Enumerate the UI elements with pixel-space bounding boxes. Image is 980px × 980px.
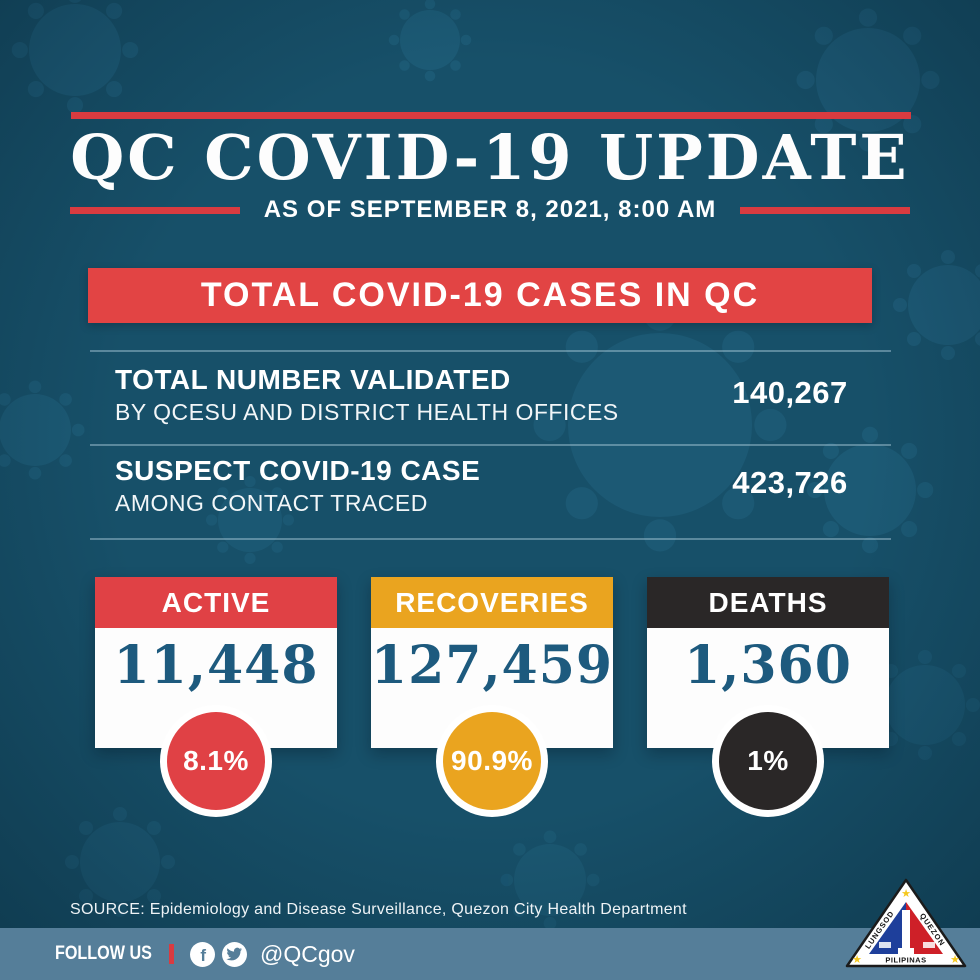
date-row: AS OF SEPTEMBER 8, 2021, 8:00 AM — [0, 196, 980, 224]
stat-card-label: RECOVERIES — [395, 586, 589, 618]
stat-card-header: RECOVERIES — [371, 577, 613, 628]
percent-value: 1% — [747, 745, 789, 776]
stat-card-value: 127,459 — [370, 635, 614, 696]
date-left-rule — [69, 206, 240, 214]
seal-text-pilipinas: PILIPINAS — [885, 956, 926, 965]
seal-star-top: ★ — [901, 888, 911, 900]
percent-badge: 90.9% — [436, 705, 548, 817]
stat-card-body: 11,448 — [95, 628, 337, 748]
stat-card-label: DEATHS — [708, 586, 828, 618]
top-red-rule — [71, 112, 911, 119]
stat-card-value: 1,360 — [684, 635, 852, 696]
banner-label: TOTAL COVID-19 CASES IN QC — [200, 276, 760, 314]
percent-value: 90.9% — [451, 745, 533, 776]
divider — [90, 538, 891, 540]
stat-card-header: ACTIVE — [95, 577, 337, 628]
footer-band: FOLLOW US f @QCgov — [0, 928, 980, 980]
percent-circle: 1% — [719, 712, 817, 810]
summary-row-title: TOTAL NUMBER VALIDATED — [115, 364, 511, 395]
percent-circle: 8.1% — [167, 712, 265, 810]
facebook-icon: f — [189, 941, 215, 967]
summary-row-title: SUSPECT COVID-19 CASE — [115, 455, 481, 486]
follow-us-separator — [168, 944, 174, 964]
summary-row-value: 423,726 — [732, 465, 848, 500]
twitter-icon — [221, 941, 247, 967]
summary-row-value: 140,267 — [732, 375, 848, 410]
as-of-date: AS OF SEPTEMBER 8, 2021, 8:00 AM — [263, 196, 717, 223]
stat-card-header: DEATHS — [647, 577, 889, 628]
divider — [90, 350, 891, 352]
page-title: QC COVID-19 UPDATE — [70, 121, 910, 194]
date-right-rule — [740, 206, 911, 214]
seal-star-right: ★ — [950, 954, 960, 966]
stat-card-deaths: DEATHS 1,360 1% — [647, 577, 889, 817]
social-handle: @QCgov — [259, 940, 355, 967]
source-attribution: SOURCE: Epidemiology and Disease Surveil… — [70, 901, 687, 918]
stat-card-recoveries: RECOVERIES 127,459 90.9% — [371, 577, 613, 817]
quezon-city-seal: ★ ★ ★ LUNGSOD QUEZON PILIPINAS — [845, 878, 967, 968]
summary-row-subtitle: BY QCESU AND DISTRICT HEALTH OFFICES — [115, 399, 619, 425]
stat-card-label: ACTIVE — [161, 586, 271, 618]
summary-row-subtitle: AMONG CONTACT TRACED — [115, 490, 428, 516]
total-cases-banner: TOTAL COVID-19 CASES IN QC — [88, 268, 872, 323]
summary-row-validated: TOTAL NUMBER VALIDATED BY QCESU AND DIST… — [115, 364, 675, 426]
divider — [90, 444, 891, 446]
percent-value: 8.1% — [183, 745, 249, 776]
stat-card-value: 11,448 — [113, 635, 319, 696]
facebook-glyph: f — [200, 946, 206, 965]
percent-badge: 8.1% — [160, 705, 272, 817]
summary-row-suspect: SUSPECT COVID-19 CASE AMONG CONTACT TRAC… — [115, 455, 675, 517]
stat-card-body: 127,459 — [371, 628, 613, 748]
seal-star-left: ★ — [852, 954, 862, 966]
stat-card-active: ACTIVE 11,448 8.1% — [95, 577, 337, 817]
percent-badge: 1% — [712, 705, 824, 817]
percent-circle: 90.9% — [443, 712, 541, 810]
follow-us-label: FOLLOW US — [55, 943, 152, 964]
